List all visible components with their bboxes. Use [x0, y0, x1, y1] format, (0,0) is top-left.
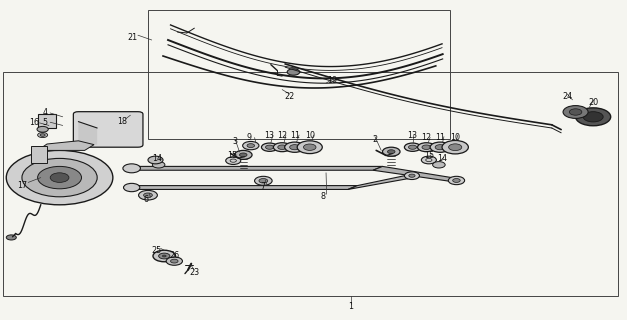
Text: 11: 11 — [290, 131, 300, 140]
Text: 14: 14 — [437, 154, 447, 163]
Circle shape — [139, 190, 157, 200]
Circle shape — [6, 150, 113, 205]
Text: 24: 24 — [562, 92, 572, 101]
Text: 10: 10 — [450, 133, 460, 142]
Circle shape — [448, 144, 461, 151]
Circle shape — [442, 140, 468, 154]
Text: 16: 16 — [29, 118, 39, 127]
Circle shape — [421, 156, 436, 164]
Circle shape — [171, 259, 178, 263]
Polygon shape — [129, 166, 382, 170]
Circle shape — [422, 145, 431, 149]
Circle shape — [285, 142, 305, 152]
Text: 10: 10 — [305, 131, 315, 140]
Circle shape — [569, 109, 582, 115]
Circle shape — [153, 250, 176, 262]
Text: 20: 20 — [588, 98, 598, 107]
Circle shape — [433, 162, 445, 168]
FancyBboxPatch shape — [73, 112, 143, 147]
Circle shape — [144, 193, 152, 197]
Circle shape — [261, 143, 278, 151]
Circle shape — [226, 157, 241, 164]
Circle shape — [273, 143, 291, 152]
Polygon shape — [38, 141, 94, 150]
Circle shape — [234, 150, 252, 159]
Text: 5: 5 — [43, 118, 48, 127]
Circle shape — [152, 162, 165, 168]
Text: 3: 3 — [233, 137, 238, 146]
Circle shape — [38, 132, 48, 138]
Text: 4: 4 — [43, 108, 48, 117]
Circle shape — [303, 144, 316, 150]
Bar — [148, 10, 450, 139]
Text: 13: 13 — [408, 131, 418, 140]
Circle shape — [435, 145, 445, 150]
Text: 9: 9 — [247, 133, 252, 142]
Circle shape — [124, 183, 140, 192]
Circle shape — [240, 153, 247, 157]
Circle shape — [297, 141, 322, 154]
Text: 2: 2 — [372, 135, 377, 144]
Circle shape — [162, 255, 166, 257]
Circle shape — [404, 172, 419, 180]
Circle shape — [387, 150, 395, 154]
Circle shape — [290, 145, 300, 150]
Circle shape — [123, 164, 140, 173]
Text: 11: 11 — [435, 133, 445, 142]
Text: 14: 14 — [152, 154, 162, 163]
Circle shape — [576, 108, 611, 126]
Text: 12: 12 — [277, 131, 287, 140]
Circle shape — [408, 145, 416, 149]
Text: 6: 6 — [144, 195, 149, 204]
Polygon shape — [373, 166, 458, 182]
Bar — [3, 72, 618, 296]
Text: 22: 22 — [285, 92, 295, 101]
Circle shape — [430, 142, 450, 152]
Circle shape — [418, 143, 435, 152]
Text: 23: 23 — [189, 268, 199, 277]
Circle shape — [266, 145, 273, 149]
Circle shape — [247, 144, 255, 148]
Circle shape — [259, 179, 268, 183]
Circle shape — [6, 235, 16, 240]
Polygon shape — [31, 146, 47, 163]
Text: 15: 15 — [227, 151, 237, 160]
Text: 19: 19 — [327, 76, 337, 84]
Text: 18: 18 — [117, 117, 127, 126]
Circle shape — [278, 145, 287, 149]
Text: 21: 21 — [128, 33, 138, 42]
Polygon shape — [130, 186, 357, 189]
Circle shape — [148, 156, 163, 164]
Circle shape — [448, 176, 465, 185]
Circle shape — [38, 166, 82, 189]
Circle shape — [409, 174, 415, 177]
Circle shape — [382, 147, 400, 156]
Text: 26: 26 — [169, 251, 179, 260]
Text: 12: 12 — [421, 133, 431, 142]
Text: 17: 17 — [18, 181, 28, 190]
Polygon shape — [78, 122, 97, 145]
Circle shape — [453, 179, 460, 182]
Bar — [38, 114, 56, 128]
Circle shape — [22, 158, 97, 197]
Polygon shape — [348, 174, 414, 189]
Circle shape — [243, 141, 259, 150]
Circle shape — [404, 143, 421, 151]
Circle shape — [583, 112, 603, 122]
Circle shape — [37, 126, 48, 132]
Text: 15: 15 — [424, 151, 435, 160]
Circle shape — [40, 134, 45, 136]
Circle shape — [287, 69, 300, 75]
Text: 13: 13 — [265, 131, 275, 140]
Circle shape — [166, 257, 182, 265]
Circle shape — [255, 176, 272, 185]
Text: 7: 7 — [261, 182, 266, 191]
Text: 8: 8 — [320, 192, 325, 201]
Text: 1: 1 — [349, 302, 354, 311]
Circle shape — [563, 106, 588, 118]
Circle shape — [50, 173, 69, 182]
Circle shape — [159, 253, 170, 259]
Text: 25: 25 — [152, 246, 162, 255]
